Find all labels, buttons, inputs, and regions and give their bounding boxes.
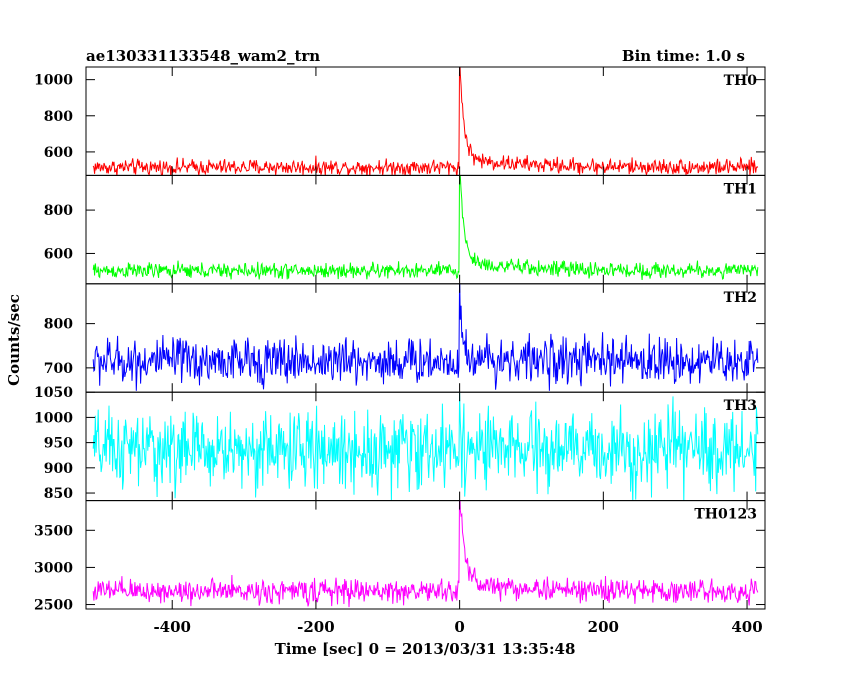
- panel-frame: [85, 66, 766, 176]
- series-line-th3: [92, 392, 759, 501]
- y-tick-label: 3000: [34, 560, 73, 576]
- x-axis-label: Time [sec] 0 = 2013/03/31 13:35:48: [275, 640, 576, 658]
- y-tick-label: 800: [44, 203, 73, 219]
- x-tick-label: 200: [588, 618, 619, 636]
- y-tick-label: 950: [44, 436, 73, 452]
- y-tick-label: 850: [44, 486, 73, 502]
- panel-label: TH2: [724, 290, 757, 306]
- series-line-th1: [92, 175, 759, 281]
- panel-th0: 600 800 1000 TH0: [34, 66, 766, 176]
- panels-group: 600 800 1000 TH0 600 800 TH1 700 800 TH2 850 900 950…: [34, 66, 766, 614]
- y-tick-label: 800: [44, 109, 73, 125]
- panel-th2: 700 800 TH2: [44, 283, 766, 393]
- x-tick-label: -200: [297, 618, 335, 636]
- panel-label: TH0: [724, 73, 758, 89]
- y-tick-label: 1000: [34, 73, 73, 89]
- panel-th1: 600 800 TH1: [44, 174, 766, 285]
- x-tick-label: -400: [153, 618, 191, 636]
- panel-label: TH0123: [694, 507, 757, 523]
- series-line-th0: [92, 67, 759, 176]
- x-axis: -400 -200 0 200 400: [153, 618, 762, 636]
- y-tick-label: 900: [44, 461, 73, 477]
- y-axis-label: Counts/sec: [5, 294, 23, 386]
- chart-title: ae130331133548_wam2_trn: [86, 47, 320, 65]
- panel-label: TH1: [724, 181, 757, 197]
- y-tick-label: 2500: [34, 598, 73, 614]
- bin-time-label: Bin time: 1.0 s: [622, 47, 745, 65]
- y-tick-label: 1000: [34, 410, 73, 426]
- y-tick-label: 1050: [34, 385, 73, 401]
- series-line-th0123: [92, 500, 759, 608]
- panel-th3: 850 900 950 1000 1050 TH3: [34, 385, 766, 502]
- y-tick-label: 800: [44, 317, 73, 333]
- y-tick-label: 600: [44, 145, 73, 161]
- y-tick-label: 3500: [34, 523, 73, 539]
- panel-th0123: 2500 3000 3500 TH0123: [34, 500, 766, 614]
- x-tick-label: 0: [454, 618, 464, 636]
- y-tick-label: 600: [44, 246, 73, 262]
- series-line-th2: [92, 283, 759, 391]
- x-tick-label: 400: [731, 618, 762, 636]
- panel-frame: [85, 500, 766, 610]
- y-tick-label: 700: [44, 361, 73, 377]
- panel-label: TH3: [724, 398, 757, 414]
